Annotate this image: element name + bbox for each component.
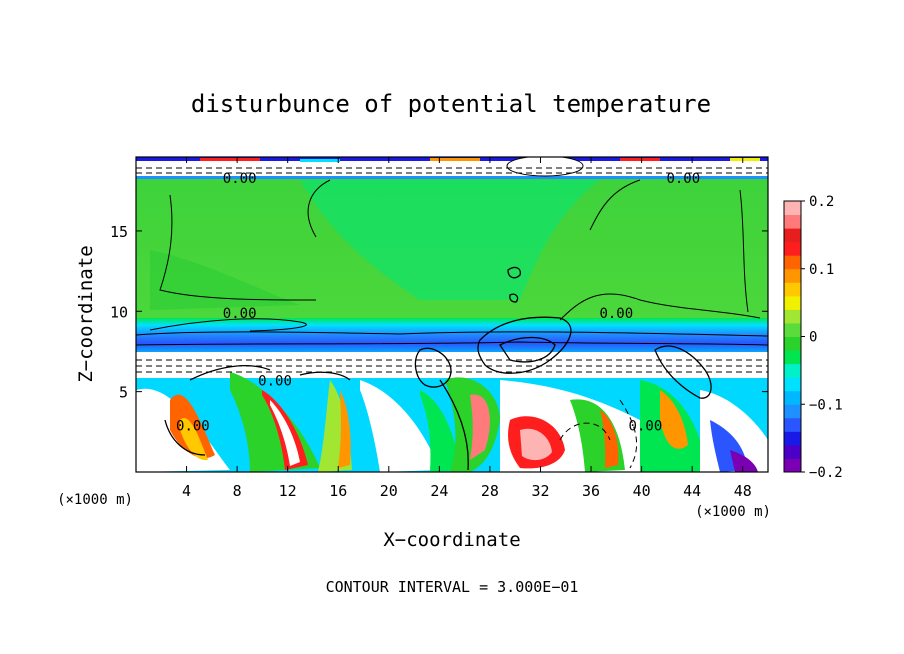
contour-label: 0.00 — [666, 171, 700, 187]
x-tick-label: 28 — [481, 482, 499, 500]
colorbar-swatch — [784, 377, 801, 392]
colorbar-swatch — [784, 431, 801, 446]
x-axis-label: X−coordinate — [383, 529, 520, 551]
colorbar-swatch — [784, 295, 801, 310]
colorbar-swatch — [784, 350, 801, 365]
colorbar-swatch — [784, 404, 801, 419]
plot-frame — [135, 156, 769, 473]
colorbar-swatch — [784, 417, 801, 432]
z-tick-label: 10 — [110, 303, 128, 321]
colorbar-swatch — [784, 282, 801, 297]
colorbar — [783, 200, 802, 473]
contour-label: 0.00 — [258, 373, 292, 389]
colorbar-swatch — [784, 201, 801, 216]
x-tick-label: 40 — [633, 482, 651, 500]
colorbar-swatch — [784, 444, 801, 459]
colorbar-swatch — [784, 309, 801, 324]
colorbar-swatch — [784, 228, 801, 243]
x-tick-label: 32 — [531, 482, 549, 500]
x-tick-label: 48 — [734, 482, 752, 500]
x-tick-label: 12 — [279, 482, 297, 500]
contour-interval-note: CONTOUR INTERVAL = 3.000E−01 — [326, 578, 579, 596]
x-tick-label: 44 — [683, 482, 701, 500]
colorbar-tick-label: 0.2 — [809, 194, 834, 210]
z-axis-label: Z−coordinate — [75, 245, 97, 382]
contour-labels: 0.00 0.00 0.00 0.00 0.00 0.00 0.00 — [176, 171, 700, 435]
colorbar-tick-label: −0.1 — [809, 397, 843, 413]
colorbar-ticks: 0.2 0.1 0 −0.1 −0.2 — [801, 194, 843, 481]
x-tick-label: 20 — [380, 482, 398, 500]
x-tick-label: 16 — [329, 482, 347, 500]
z-tick-label: 5 — [119, 384, 128, 402]
colorbar-swatch — [784, 241, 801, 256]
x-unit-label: (×1000 m) — [695, 504, 771, 520]
x-tick-label: 24 — [430, 482, 448, 500]
colorbar-tick-label: 0 — [809, 330, 817, 346]
contour-label: 0.00 — [176, 418, 210, 434]
colorbar-swatch — [784, 214, 801, 229]
heatmap-field — [136, 157, 768, 472]
contour-label: 0.00 — [223, 306, 257, 322]
colorbar-swatch — [784, 336, 801, 351]
z-axis: 5 10 15 — [110, 223, 768, 402]
colorbar-swatch — [784, 390, 801, 405]
colorbar-tick-label: 0.1 — [809, 262, 834, 278]
x-axis: 4 8 12 16 20 24 28 32 36 40 44 48 — [182, 157, 752, 500]
contour-label: 0.00 — [629, 418, 663, 434]
colorbar-swatch — [784, 268, 801, 283]
x-tick-label: 36 — [582, 482, 600, 500]
x-tick-label: 8 — [233, 482, 242, 500]
colorbar-swatch — [784, 322, 801, 337]
colorbar-swatch — [784, 458, 801, 473]
contour-label: 0.00 — [599, 306, 633, 322]
colorbar-tick-label: −0.2 — [809, 465, 843, 481]
z-unit-label: (×1000 m) — [57, 492, 133, 508]
x-tick-label: 4 — [182, 482, 191, 500]
colorbar-swatch — [784, 363, 801, 378]
contour-label: 0.00 — [223, 171, 257, 187]
chart-title: disturbunce of potential temperature — [191, 90, 711, 118]
colorbar-swatch — [784, 255, 801, 270]
z-tick-label: 15 — [110, 223, 128, 241]
